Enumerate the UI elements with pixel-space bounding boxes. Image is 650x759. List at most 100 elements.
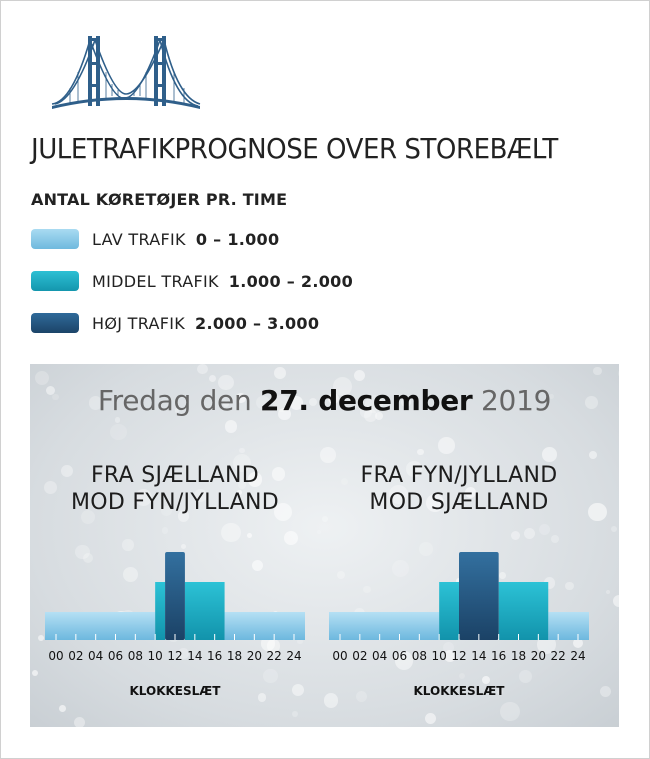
snow-dot xyxy=(209,374,217,382)
snow-dot xyxy=(425,493,445,512)
snow-dot xyxy=(252,559,264,572)
snow-dot xyxy=(340,478,348,486)
snow-dot xyxy=(523,527,535,539)
snow-dot xyxy=(613,594,619,608)
traffic-bar-low xyxy=(224,612,305,640)
snow-dot xyxy=(278,407,291,421)
snow-dot xyxy=(364,408,377,422)
x-tick-label: 06 xyxy=(392,649,407,663)
legend-swatch-medium xyxy=(31,271,79,291)
traffic-chart-eastbound: 00 02 04 06 08 10 12 14 16 18 20 22 24 xyxy=(329,552,589,663)
snow-dot xyxy=(174,408,179,413)
snow-dot xyxy=(497,689,504,696)
chart-title-line: FRA SJÆLLAND xyxy=(90,463,260,488)
snow-dot xyxy=(550,534,559,543)
snow-dot xyxy=(443,649,456,662)
date-day: 27. december xyxy=(260,384,473,417)
snow-dot xyxy=(272,395,290,413)
chart-title-line: MOD FYN/JYLLAND xyxy=(70,490,280,515)
snow-dot xyxy=(388,485,409,505)
snow-dot xyxy=(44,481,58,495)
x-tick-label: 14 xyxy=(471,649,486,663)
legend-range: 1.000 – 2.000 xyxy=(228,271,354,291)
x-tick-label: 18 xyxy=(511,649,526,663)
snow-dot xyxy=(260,636,275,651)
snow-dot xyxy=(123,567,138,583)
legend-label: HØJ TRAFIK xyxy=(92,313,186,333)
snow-dot xyxy=(564,581,574,591)
legend-label: LAV TRAFIK xyxy=(92,229,186,249)
snow-dot xyxy=(406,461,422,477)
snow-dot xyxy=(60,465,73,478)
snow-dot xyxy=(197,364,208,375)
snow-dot xyxy=(500,701,520,722)
snow-dot xyxy=(573,637,584,648)
date-prefix: Fredag den xyxy=(97,384,252,417)
snow-dot xyxy=(417,448,425,456)
snow-dot xyxy=(236,392,246,403)
snow-dot xyxy=(328,392,340,404)
x-tick-label: 12 xyxy=(451,649,466,663)
snow-dot xyxy=(322,516,329,522)
snow-dot xyxy=(355,690,368,703)
snow-dot xyxy=(221,523,241,543)
traffic-bar-low xyxy=(329,612,440,640)
traffic-bar-high xyxy=(459,552,499,640)
snow-dot xyxy=(542,447,557,462)
snow-dot xyxy=(353,370,365,382)
x-tick-label: 02 xyxy=(352,649,367,663)
chart-title-westbound: FRA SJÆLLAND MOD FYN/JYLLAND xyxy=(45,462,305,516)
traffic-bar-medium xyxy=(155,582,166,640)
snow-dot xyxy=(37,634,44,642)
bridge-logo-icon xyxy=(51,36,201,109)
snow-dot xyxy=(239,447,245,453)
snow-dot xyxy=(316,530,321,535)
snow-dot xyxy=(419,542,433,556)
snow-dot xyxy=(333,376,353,397)
x-tick-label: 04 xyxy=(372,649,387,663)
x-tick-label: 16 xyxy=(207,649,222,663)
traffic-bar-medium xyxy=(184,582,225,640)
chart-title-line: MOD SJÆLLAND xyxy=(369,490,549,515)
legend-title: ANTAL KØRETØJER PR. TIME xyxy=(31,190,288,209)
snow-dot xyxy=(74,717,86,727)
legend-range: 2.000 – 3.000 xyxy=(195,313,320,333)
snow-dot xyxy=(394,650,414,670)
snow-dot xyxy=(438,437,455,454)
snow-dot xyxy=(31,669,39,677)
x-tick-label: 14 xyxy=(187,649,202,663)
traffic-bar-medium xyxy=(439,582,459,640)
snow-dot xyxy=(360,405,373,418)
x-axis-label: KLOKKESLÆT xyxy=(413,684,505,698)
snow-dot xyxy=(291,710,298,717)
snow-dot xyxy=(224,419,238,433)
snow-dot xyxy=(194,489,207,502)
x-tick-label: 10 xyxy=(432,649,447,663)
snow-dot xyxy=(511,531,521,540)
traffic-bar-low xyxy=(548,612,589,640)
snow-dot xyxy=(274,367,286,379)
page-title: JULETRAFIKPROGNOSE OVER STOREBÆLT xyxy=(31,132,558,165)
snow-dot xyxy=(114,417,121,423)
snow-dot xyxy=(257,692,267,702)
legend-item-high: HØJ TRAFIK 2.000 – 3.000 xyxy=(31,312,319,334)
x-tick-label: 20 xyxy=(247,649,262,663)
snow-dot xyxy=(442,641,454,653)
snow-dot xyxy=(309,397,318,406)
snow-dot xyxy=(181,544,187,550)
x-tick-label: 08 xyxy=(412,649,427,663)
snow-dot xyxy=(161,505,172,517)
snow-dot xyxy=(588,502,607,521)
legend-item-low: LAV TRAFIK 0 – 1.000 xyxy=(31,228,279,250)
date-year: 2019 xyxy=(481,384,552,417)
legend-label: MIDDEL TRAFIK xyxy=(92,271,219,291)
chart-title-eastbound: FRA FYN/JYLLAND MOD SJÆLLAND xyxy=(329,462,589,516)
snow-dot xyxy=(543,577,556,589)
x-tick-label: 12 xyxy=(167,649,182,663)
x-axis-label: KLOKKESLÆT xyxy=(129,684,221,698)
snow-dot xyxy=(599,685,611,697)
x-tick-label: 16 xyxy=(491,649,506,663)
snow-dot xyxy=(177,509,190,522)
forecast-panel: Fredag den 27. december 2019 FRA SJÆLLAN… xyxy=(30,364,619,727)
snow-dot xyxy=(519,670,532,683)
